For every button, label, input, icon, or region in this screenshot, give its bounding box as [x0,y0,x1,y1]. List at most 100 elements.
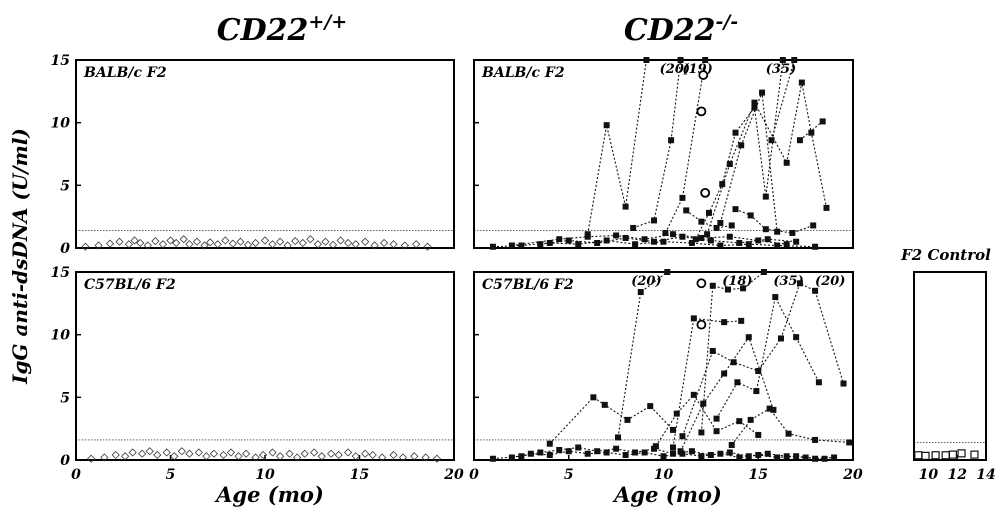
panel-label: BALB/c F2 [83,65,167,81]
data-point [268,448,277,457]
data-point [179,235,188,244]
data-point [683,207,690,214]
data-point [310,448,319,457]
data-point [105,239,115,248]
x-tick-label: 12 [947,467,967,483]
data-point [734,379,741,386]
x-tick-label: 14 [976,467,995,483]
data-point [764,450,771,457]
data-point [641,449,648,456]
data-point [276,452,285,461]
data-point [721,370,728,377]
data-point [764,236,771,243]
data-point [736,454,743,461]
data-point [941,451,950,460]
data-point [185,240,194,249]
data-point [812,287,819,294]
data-point [726,161,733,168]
y-tick-label: 10 [51,116,71,132]
data-point [584,233,591,240]
data-point [755,431,762,438]
data-point [662,229,669,236]
data-point [679,233,686,240]
data-point [537,241,544,248]
series-line [664,59,706,234]
x-tick-label: 10 [654,467,674,483]
data-point [808,129,815,136]
data-point [921,451,930,460]
data-point [846,439,853,446]
data-point [351,452,360,461]
data-point [87,454,96,463]
data-point [728,441,735,448]
data-point [755,237,762,244]
data-point [306,235,315,244]
series-line [672,317,742,448]
data-point [630,224,637,231]
data-point [242,449,251,458]
open-circle-point [696,278,707,289]
data-point [688,448,695,455]
data-point [575,444,582,451]
data-point [762,193,769,200]
data-point [236,237,245,246]
data-point [957,449,966,458]
plot-frame [75,271,455,461]
data-point [717,242,724,249]
x-tick-label: 0 [469,467,479,483]
offscale-label: (18) [722,274,752,289]
data-point [518,453,525,460]
series-line [685,209,732,229]
data-point [328,240,338,249]
offscale-label: (20) [815,274,845,289]
data-point [556,236,563,243]
data-point [751,99,758,106]
data-point [698,234,705,241]
data-point [138,449,147,458]
y-axis-label: IgG anti-dsDNA (U/ml) [8,128,32,385]
data-point [221,236,230,245]
data-point [213,240,222,249]
data-point [713,415,720,422]
data-point [293,453,302,462]
data-point [669,444,676,451]
data-point [537,449,544,456]
open-circle-point [700,187,711,198]
data-point [170,452,179,461]
data-point [747,416,754,423]
data-point [185,449,194,458]
data-point [194,448,203,457]
series-line [731,407,850,446]
data-point [669,450,676,457]
data-point [637,289,644,296]
data-point [380,238,389,248]
data-point [679,433,686,440]
data-point [766,405,773,412]
data-point [111,450,120,460]
data-point [603,237,610,244]
data-point [812,455,819,462]
panel-label: C57BL/6 F2 [482,277,574,293]
data-point [622,203,629,210]
data-point [81,242,90,251]
data-point [228,239,237,248]
data-point [745,334,752,341]
data-point [546,239,553,246]
data-point [717,219,724,226]
data-point [423,242,432,251]
panel-label: BALB/c F2 [481,65,565,81]
data-point [692,236,699,243]
data-point [370,241,379,250]
data-point [158,240,168,249]
data-point [664,269,671,275]
data-point [143,241,152,250]
x-tick-label: 5 [564,467,574,483]
data-point [669,231,676,238]
data-point [421,453,430,462]
column-title-knockout: CD22-/- [624,11,738,48]
series-line [799,120,824,141]
data-point [931,451,940,460]
data-point [796,137,803,144]
data-point [162,448,171,457]
data-point [690,315,697,322]
